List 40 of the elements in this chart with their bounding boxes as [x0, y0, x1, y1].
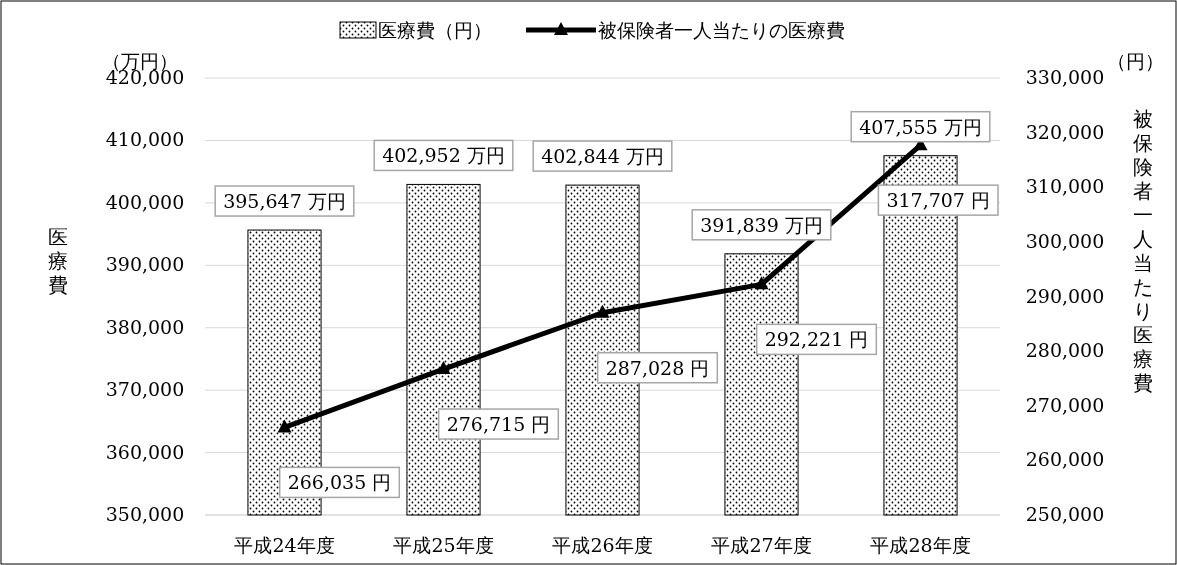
y2-tick-label: 330,000	[1025, 66, 1105, 88]
data-label: 266,035 円	[287, 471, 392, 494]
data-label: 391,839 万円	[700, 213, 823, 236]
data-label: 395,647 万円	[223, 190, 346, 213]
point	[436, 361, 451, 375]
y2-tick-label: 310,000	[1025, 175, 1105, 198]
y-tick-label: 350,000	[105, 503, 185, 525]
data-label: 317,707 円	[886, 189, 990, 212]
y-tick-label: 410,000	[105, 128, 185, 151]
y-tick-label: 360,000	[105, 440, 185, 463]
x-tick-label: 平成28年度	[870, 534, 971, 556]
data-label: 276,715 円	[446, 413, 551, 436]
y-tick-label: 390,000	[105, 253, 185, 276]
y-axis-title: 医療費	[48, 225, 72, 297]
data-label: 287,028 円	[605, 356, 710, 379]
x-tick-label: 平成24年度	[234, 534, 335, 556]
x-tick-label: 平成26年度	[552, 534, 653, 556]
y2-tick-label: 270,000	[1025, 393, 1105, 416]
data-label: 402,952 万円	[382, 144, 505, 167]
legend-label: 被保険者一人当たりの医療費	[598, 19, 845, 41]
y2-tick-label: 260,000	[1025, 448, 1105, 471]
data-label: 292,221 円	[764, 328, 869, 351]
data-label: 402,844 万円	[541, 145, 664, 168]
x-tick-label: 平成25年度	[393, 534, 494, 556]
y2-axis-title: 被保険者一人当たり医療費	[1133, 107, 1157, 395]
data-label: 407,555 万円	[859, 115, 982, 138]
x-tick-label: 平成27年度	[711, 534, 812, 556]
legend-label: 医療費（円）	[378, 19, 492, 41]
y2-tick-label: 300,000	[1025, 229, 1105, 252]
y-tick-label: 380,000	[105, 315, 185, 338]
y2-tick-label: 250,000	[1025, 503, 1105, 525]
y2-tick-label: 290,000	[1025, 284, 1105, 307]
y-tick-label: 400,000	[105, 190, 185, 213]
y2-tick-label: 320,000	[1025, 120, 1105, 143]
point	[754, 276, 769, 290]
y-tick-label: 370,000	[105, 378, 185, 401]
text: （円）	[1106, 50, 1164, 72]
point	[595, 304, 610, 318]
point	[277, 419, 292, 433]
y2-tick-label: 280,000	[1025, 339, 1105, 362]
